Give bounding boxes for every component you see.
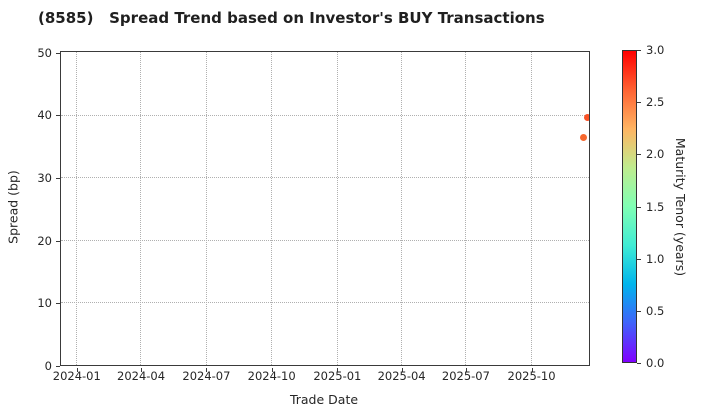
colorbar-tick-label: 0.5 — [646, 303, 665, 318]
x-gridline — [140, 52, 142, 365]
colorbar-tick-label: 2.0 — [646, 147, 665, 162]
colorbar-tick-mark — [637, 363, 641, 364]
colorbar-tick-mark — [637, 50, 641, 51]
plot-area — [60, 51, 590, 366]
x-tick-mark — [141, 367, 143, 372]
chart-title: (8585) Spread Trend based on Investor's … — [38, 9, 545, 27]
y-tick-mark — [56, 240, 60, 242]
x-tick-label: 2024-10 — [247, 369, 296, 383]
colorbar-tick-mark — [637, 258, 641, 260]
y-tick-mark — [56, 115, 60, 117]
colorbar-tick-label: 3.0 — [646, 43, 665, 57]
y-tick-label: 0 — [44, 358, 52, 373]
colorbar-tick-label: 2.5 — [646, 95, 665, 110]
x-gridline — [400, 52, 402, 365]
colorbar-tick-mark — [637, 154, 641, 156]
x-tick-mark — [76, 367, 78, 372]
x-tick-label: 2025-04 — [377, 369, 426, 383]
colorbar-tick-label: 0.0 — [646, 356, 665, 370]
y-axis-label: Spread (bp) — [5, 170, 21, 244]
y-gridline — [61, 114, 589, 116]
x-tick-mark — [337, 367, 339, 372]
y-tick-label: 30 — [37, 171, 52, 185]
x-gridline — [530, 52, 532, 365]
y-tick-label: 20 — [37, 233, 52, 248]
colorbar-label: Maturity Tenor (years) — [673, 137, 688, 277]
y-gridline — [61, 302, 589, 304]
y-tick-mark — [56, 303, 60, 305]
x-gridline — [205, 52, 207, 365]
x-tick-mark — [271, 367, 273, 372]
x-gridline — [336, 52, 338, 365]
x-tick-label: 2024-04 — [117, 369, 166, 383]
x-tick-label: 2025-01 — [313, 369, 362, 383]
x-tick-mark — [465, 367, 467, 372]
colorbar-tick-label: 1.5 — [646, 199, 665, 214]
colorbar-tick-label: 1.0 — [646, 251, 665, 266]
y-tick-label: 10 — [37, 296, 52, 311]
y-tick-mark — [56, 365, 60, 367]
x-axis-label: Trade Date — [289, 392, 359, 407]
y-gridline — [61, 239, 589, 241]
y-gridline — [61, 177, 589, 179]
colorbar-tick-mark — [637, 206, 641, 208]
x-tick-label: 2025-07 — [441, 369, 490, 383]
x-tick-mark — [401, 367, 403, 372]
scatter-point — [580, 134, 588, 142]
y-tick-label: 40 — [37, 108, 52, 123]
x-gridline — [465, 52, 467, 365]
x-gridline — [270, 52, 272, 365]
y-tick-mark — [56, 52, 60, 54]
y-tick-mark — [56, 178, 60, 179]
scatter-point — [584, 114, 589, 122]
x-tick-mark — [206, 367, 208, 372]
x-tick-label: 2024-01 — [52, 369, 101, 383]
y-tick-label: 50 — [37, 45, 52, 60]
x-tick-mark — [531, 367, 533, 372]
x-tick-label: 2025-10 — [507, 369, 556, 383]
x-gridline — [75, 52, 77, 365]
colorbar — [622, 50, 637, 363]
colorbar-tick-mark — [637, 102, 641, 104]
colorbar-tick-mark — [637, 310, 641, 312]
x-tick-label: 2024-07 — [182, 369, 231, 383]
